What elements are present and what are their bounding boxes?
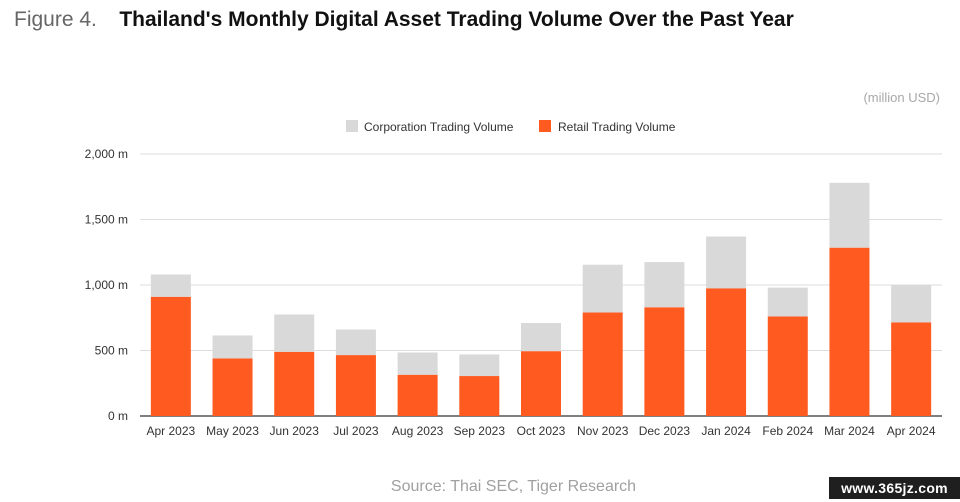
figure-number: Figure 4.	[14, 8, 97, 31]
bar-retail	[829, 247, 870, 416]
bar-corporation	[521, 322, 561, 352]
y-tick-label: 1,000 m	[85, 278, 128, 292]
bar-retail	[891, 322, 932, 416]
x-tick-label: Jan 2024	[701, 424, 751, 438]
x-tick-label: Jul 2023	[333, 424, 379, 438]
legend-swatch-corporation	[346, 120, 358, 132]
bar-retail	[767, 316, 808, 416]
x-axis-ticks: Apr 2023 May 2023 Jun 2023 Jul 2023 Aug 2023…	[146, 424, 935, 438]
source-caption: Source: Thai SEC, Tiger Research	[390, 478, 637, 495]
x-tick-label: Dec 2023	[639, 424, 691, 438]
x-tick-label: Feb 2024	[762, 424, 813, 438]
bar-corporation	[644, 262, 685, 308]
bar-retail	[459, 376, 500, 416]
bar-corporation	[397, 352, 438, 375]
bar-retail	[274, 351, 315, 416]
bar-corporation	[212, 335, 253, 359]
y-tick-label: 0 m	[108, 409, 128, 423]
figure-title: Thailand's Monthly Digital Asset Trading…	[119, 8, 794, 31]
bar-corporation	[891, 285, 932, 323]
bar-retail	[150, 296, 191, 416]
x-tick-label: Mar 2024	[824, 424, 875, 438]
bar-corporation	[582, 264, 623, 313]
legend-swatch-retail	[539, 120, 551, 132]
bar-corporation	[274, 314, 315, 352]
stacked-bar-chart: Corporation Trading Volume Retail Tradin…	[85, 120, 942, 438]
x-tick-label: Sep 2023	[454, 424, 506, 438]
bar-corporation	[459, 354, 500, 377]
legend: Corporation Trading Volume Retail Tradin…	[346, 120, 676, 134]
x-tick-label: Apr 2023	[146, 424, 195, 438]
x-tick-label: Oct 2023	[517, 424, 566, 438]
legend-label-corporation: Corporation Trading Volume	[364, 120, 514, 134]
bar-retail	[582, 312, 623, 416]
bar-retail	[706, 288, 747, 416]
y-tick-label: 2,000 m	[85, 147, 128, 161]
bar-corporation	[150, 274, 191, 297]
legend-label-retail: Retail Trading Volume	[558, 120, 676, 134]
y-axis-ticks: 0 m 500 m 1,000 m 1,500 m 2,000 m	[85, 147, 128, 423]
x-tick-label: Jun 2023	[270, 424, 320, 438]
bar-corporation	[706, 236, 747, 289]
bar-retail	[644, 307, 685, 416]
x-tick-label: Aug 2023	[392, 424, 444, 438]
bar-retail	[335, 355, 376, 416]
bar-corporation	[767, 287, 808, 317]
bar-corporation	[829, 182, 870, 248]
figure-title-row: Figure 4. Thailand's Monthly Digital Ass…	[14, 8, 794, 38]
unit-label: (million USD)	[863, 90, 940, 105]
x-tick-label: May 2023	[206, 424, 259, 438]
bar-retail	[397, 374, 438, 416]
x-tick-label: Nov 2023	[577, 424, 629, 438]
bar-corporation	[335, 329, 376, 356]
bar-retail	[521, 351, 561, 416]
bars	[150, 182, 932, 416]
bar-retail	[212, 358, 253, 416]
watermark: www.365jz.com	[829, 477, 960, 499]
y-tick-label: 500 m	[95, 344, 128, 358]
x-tick-label: Apr 2024	[887, 424, 936, 438]
y-tick-label: 1,500 m	[85, 213, 128, 227]
